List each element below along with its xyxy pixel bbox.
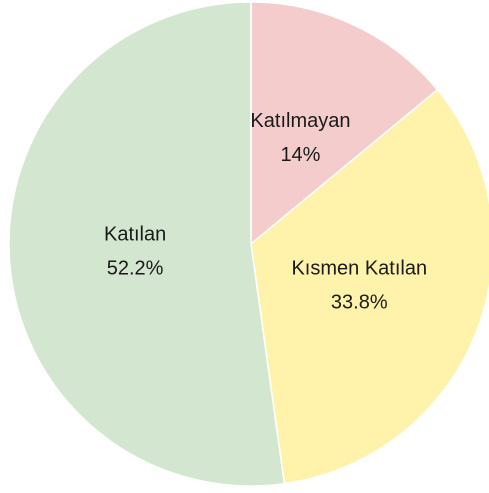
pie-slice: [250, 88, 489, 485]
pie-slice: [250, 1, 439, 246]
slice-value-label: 52.2%: [107, 257, 164, 279]
slice-label: Katılmayan: [250, 110, 350, 132]
slice-value-label: 33.8%: [331, 291, 388, 313]
slice-value-label: 14%: [280, 144, 320, 166]
slice-label: Katılan: [104, 223, 166, 245]
slice-label: Kısmen Katılan: [291, 257, 427, 279]
pie-slice: [8, 1, 286, 487]
